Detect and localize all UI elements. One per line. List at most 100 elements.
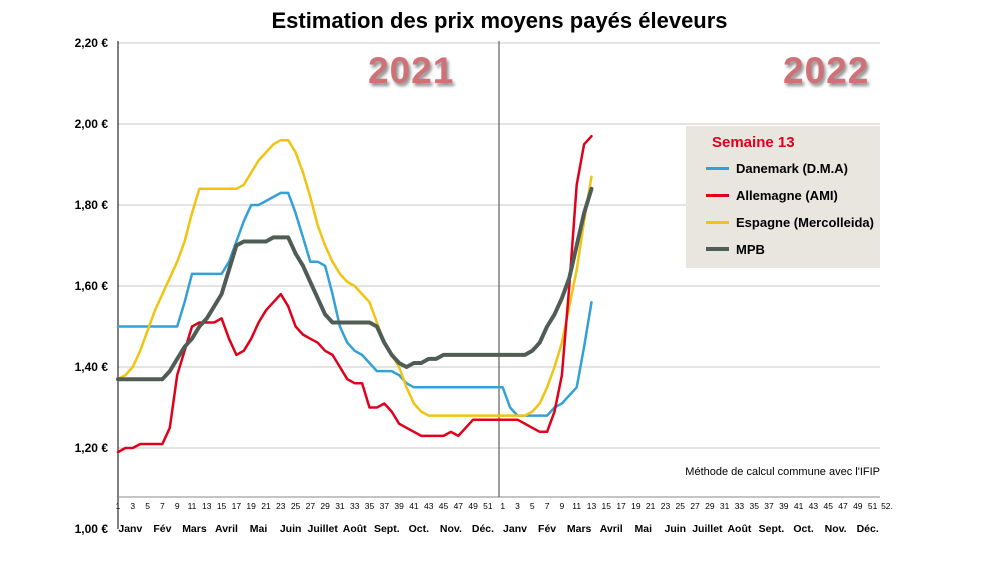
week-tick-label: 15 — [217, 501, 227, 511]
week-tick-label: 17 — [232, 501, 242, 511]
legend-title: Semaine 13 — [712, 134, 795, 151]
week-tick-label: 3 — [515, 501, 520, 511]
week-tick-label: 37 — [764, 501, 774, 511]
week-tick-label: 23 — [276, 501, 286, 511]
month-label: Janv — [118, 523, 142, 535]
month-label: Août — [343, 523, 367, 535]
week-tick-label: 1 — [116, 501, 121, 511]
chart-title: Estimation des prix moyens payés éleveur… — [271, 8, 728, 33]
month-label: Fév — [153, 523, 171, 535]
week-tick-label: 31 — [335, 501, 345, 511]
series-line-mpb — [116, 186, 594, 382]
legend-label-danemark: Danemark (D.M.A) — [736, 160, 848, 176]
week-tick-label: 45 — [823, 501, 833, 511]
week-tick-label: 9 — [560, 501, 565, 511]
month-label: Juillet — [692, 523, 723, 535]
month-label: Avril — [215, 523, 238, 535]
y-axis-label: 1,00 € — [75, 522, 109, 536]
month-label: Août — [727, 523, 751, 535]
series-line-allemagne — [116, 134, 593, 454]
month-label: Mars — [182, 523, 207, 535]
week-tick-label: 17 — [616, 501, 626, 511]
legend: Semaine 13 Danemark (D.M.A) Allemagne (A… — [686, 126, 880, 268]
week-tick-label: 51 — [868, 501, 878, 511]
week-tick-label: 11 — [572, 501, 581, 511]
legend-item-danemark: Danemark (D.M.A) — [706, 159, 880, 177]
week-tick-label: 19 — [246, 501, 256, 511]
month-label: Janv — [503, 523, 527, 535]
y-axis-label: 1,60 € — [75, 279, 109, 293]
mpb-line-swatch — [706, 247, 729, 251]
allemagne-line-swatch — [706, 193, 729, 197]
week-tick-label: 23 — [661, 501, 671, 511]
week-tick-label: 45 — [439, 501, 449, 511]
week-tick-label: 7 — [160, 501, 165, 511]
y-axis-label: 1,80 € — [75, 198, 109, 212]
week-tick-label: 41 — [794, 501, 804, 511]
week-tick-label: 51 — [483, 501, 493, 511]
week-tick-label: 13 — [587, 501, 597, 511]
week-tick-label: 29 — [705, 501, 715, 511]
week-tick-label: 47 — [838, 501, 848, 511]
month-label: Sept. — [374, 523, 400, 535]
week-tick-label: 33 — [350, 501, 360, 511]
year-label-2021: 2021 — [368, 50, 455, 91]
week-tick-label: 29 — [320, 501, 330, 511]
week-tick-label: 47 — [454, 501, 464, 511]
week-tick-label: 3 — [130, 501, 135, 511]
year-label-2022: 2022 — [783, 50, 870, 91]
week-tick-label: 41 — [409, 501, 419, 511]
legend-label-espagne: Espagne (Mercolleida) — [736, 214, 874, 230]
week-tick-label: 19 — [631, 501, 641, 511]
month-label: Sept. — [759, 523, 785, 535]
month-label: Fév — [538, 523, 556, 535]
week-tick-label: 13 — [202, 501, 212, 511]
month-label: Juin — [665, 523, 687, 535]
month-label: Juin — [280, 523, 302, 535]
month-label: Oct. — [409, 523, 430, 535]
y-axis-label: 2,20 € — [75, 36, 109, 50]
week-tick-label: 5 — [145, 501, 150, 511]
series-line-danemark — [116, 191, 593, 417]
week-tick-label: 43 — [809, 501, 819, 511]
month-label: Avril — [600, 523, 623, 535]
month-label: Déc. — [472, 523, 494, 535]
week-tick-label: 5 — [530, 501, 535, 511]
week-tick-label: 49 — [468, 501, 478, 511]
week-tick-label: 33 — [735, 501, 745, 511]
month-label: Oct. — [793, 523, 814, 535]
week-tick-label: 21 — [646, 501, 656, 511]
week-tick-label: 7 — [545, 501, 550, 511]
legend-item-allemagne: Allemagne (AMI) — [706, 186, 880, 204]
espagne-line-swatch — [706, 220, 729, 224]
legend-label-allemagne: Allemagne (AMI) — [736, 187, 838, 203]
week-tick-label: 25 — [676, 501, 686, 511]
week-tick-label: 39 — [394, 501, 404, 511]
week-tick-label: 35 — [749, 501, 759, 511]
y-axis-label: 1,20 € — [75, 441, 109, 455]
week-tick-label: 25 — [291, 501, 301, 511]
month-label: Juillet — [308, 523, 339, 535]
week-tick-label: 52. — [881, 501, 893, 511]
week-tick-label: 9 — [175, 501, 180, 511]
y-axis-label: 2,00 € — [75, 117, 109, 131]
week-tick-label: 11 — [188, 501, 197, 511]
month-label: Nov. — [440, 523, 462, 535]
week-tick-label: 43 — [424, 501, 434, 511]
legend-item-mpb: MPB — [706, 240, 880, 258]
week-tick-label: 35 — [365, 501, 375, 511]
week-tick-label: 39 — [779, 501, 789, 511]
y-axis-label: 1,40 € — [75, 360, 109, 374]
month-label: Mai — [250, 523, 268, 535]
week-tick-label: 49 — [853, 501, 863, 511]
series-line-espagne — [116, 138, 593, 417]
week-tick-label: 27 — [306, 501, 316, 511]
week-tick-label: 31 — [720, 501, 730, 511]
week-tick-label: 27 — [690, 501, 700, 511]
legend-label-mpb: MPB — [736, 241, 765, 257]
month-label: Déc. — [857, 523, 879, 535]
week-tick-label: 1 — [500, 501, 505, 511]
week-tick-label: 37 — [380, 501, 390, 511]
